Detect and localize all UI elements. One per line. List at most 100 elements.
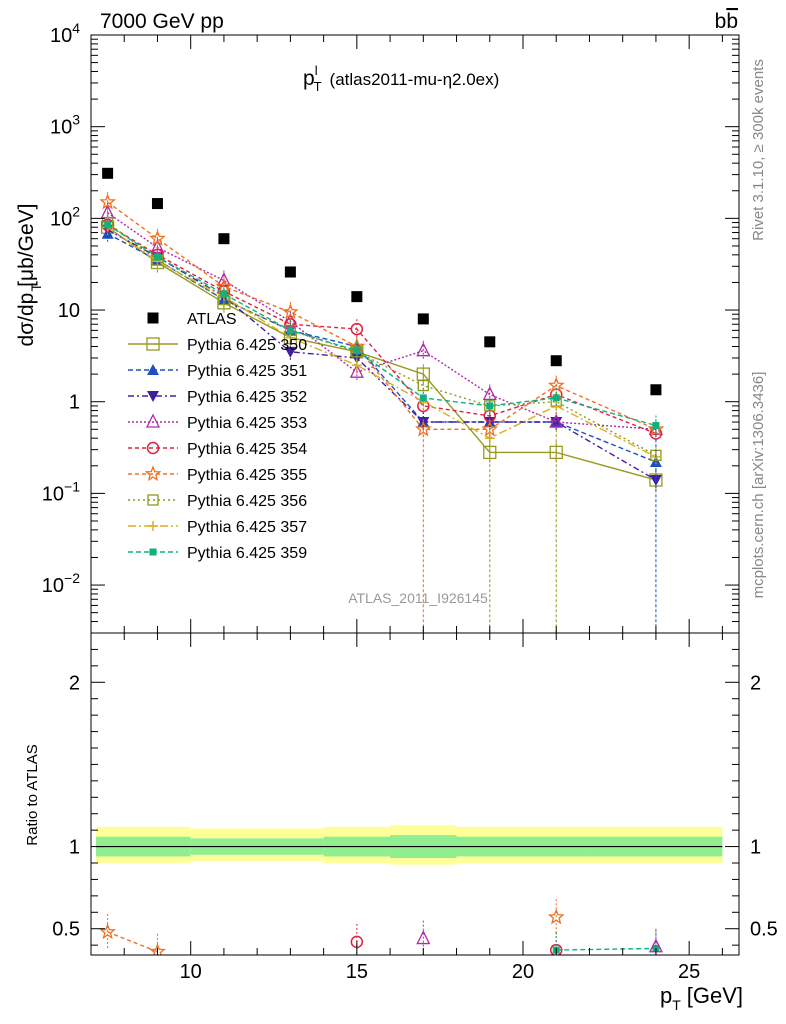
main-y-tick-label: 10−2 xyxy=(42,570,80,597)
legend-entry: ATLAS xyxy=(147,311,237,328)
series-5 xyxy=(101,214,663,444)
main-frame xyxy=(90,34,740,634)
main-y-tick-label: 102 xyxy=(50,203,80,230)
legend-entry: Pythia 6.425 352 xyxy=(128,389,307,406)
series-point xyxy=(350,322,364,336)
ratio-frame xyxy=(90,632,740,956)
data-point xyxy=(650,384,662,396)
series-line xyxy=(107,224,657,435)
legend-label: Pythia 6.425 359 xyxy=(187,545,307,562)
series-line xyxy=(107,226,657,458)
series-point xyxy=(220,290,228,298)
series-point xyxy=(153,253,161,261)
main-y-tick-label: 10−1 xyxy=(42,478,80,505)
series-point xyxy=(652,422,660,430)
legend-label: Pythia 6.425 354 xyxy=(187,441,307,458)
main-y-tick-label: 1 xyxy=(69,392,80,414)
series-point xyxy=(282,303,299,320)
x-tick-label: 25 xyxy=(678,961,700,983)
main-y-tick-label: 103 xyxy=(50,112,80,139)
data-point xyxy=(550,355,562,367)
x-tick-label: 10 xyxy=(180,961,202,983)
data-series xyxy=(102,167,662,396)
ratio-line xyxy=(107,931,158,953)
legend-label: Pythia 6.425 353 xyxy=(187,415,307,432)
series-point xyxy=(549,413,564,428)
ratio-y-tick-label-right: 0.5 xyxy=(750,919,778,941)
ratio-y-tick-label-right: 1 xyxy=(750,837,761,859)
ratio-series xyxy=(547,899,565,936)
legend-marker xyxy=(146,337,160,351)
ratio-series-group xyxy=(95,825,723,955)
legend-entry: Pythia 6.425 356 xyxy=(128,493,307,510)
data-point xyxy=(218,233,230,245)
series-9 xyxy=(104,214,660,436)
ratio-axes: 10 15 20 25 0.5 0.5 1 1 2 2 xyxy=(52,633,778,983)
series-point xyxy=(417,379,429,392)
ratio-point xyxy=(99,923,117,940)
series-point xyxy=(419,394,427,402)
series-point xyxy=(416,342,431,357)
series-point xyxy=(482,385,497,401)
ratio-y-tick-label: 2 xyxy=(69,672,80,694)
main-title-sub: T xyxy=(314,79,322,94)
main-series-group xyxy=(99,167,665,633)
legend-marker xyxy=(147,312,159,324)
data-point xyxy=(417,313,429,325)
main-y-axis-label: dσ/dp [μb/GeV]T xyxy=(15,204,44,347)
series-point xyxy=(552,394,560,402)
legend-label: Pythia 6.425 352 xyxy=(187,389,307,406)
ratio-series xyxy=(648,928,663,955)
legend-label: ATLAS xyxy=(187,311,237,328)
series-point xyxy=(486,402,494,410)
data-point xyxy=(151,198,163,210)
series-point xyxy=(284,346,297,358)
main-title: pl T (atlas2011-mu-η2.0ex) xyxy=(303,63,499,94)
ratio-y-tick-label-right: 2 xyxy=(750,672,761,694)
legend-entry: Pythia 6.425 351 xyxy=(128,363,307,380)
legend-entry: Pythia 6.425 354 xyxy=(128,441,307,458)
x-axis-label-unit: [GeV] xyxy=(687,983,743,1008)
series-point xyxy=(353,347,361,355)
legend-label: Pythia 6.425 351 xyxy=(187,363,307,380)
series-point xyxy=(349,363,364,378)
data-point xyxy=(102,167,114,179)
legend-label: Pythia 6.425 357 xyxy=(187,519,307,536)
rivet-label: Rivet 3.1.10, ≥ 300k events xyxy=(750,59,767,241)
series-3 xyxy=(101,219,662,490)
data-point xyxy=(284,266,296,278)
x-axis-label-sub: T xyxy=(672,997,681,1013)
legend-label: Pythia 6.425 355 xyxy=(187,467,307,484)
series-4 xyxy=(100,202,663,440)
legend-marker xyxy=(145,413,161,428)
series-point xyxy=(149,229,166,246)
mcplots-label: mcplots.cern.ch [arXiv:1306.3436] xyxy=(750,372,767,599)
process-bar-label: b xyxy=(726,10,738,33)
main-y-tick-label: 104 xyxy=(50,20,80,47)
legend-marker xyxy=(147,494,159,506)
x-axis-label: pT [GeV] xyxy=(660,983,743,1013)
series-point xyxy=(351,360,362,371)
ratio-line xyxy=(556,947,656,951)
process-label: bb xyxy=(715,10,738,33)
series-point xyxy=(286,326,294,334)
ratio-plot-area xyxy=(95,825,723,955)
main-plot-area xyxy=(99,167,665,633)
x-tick-label: 15 xyxy=(346,961,368,983)
legend-entry: Pythia 6.425 353 xyxy=(128,413,307,432)
ratio-y-axis-label: Ratio to ATLAS xyxy=(24,744,41,845)
main-title-sup: l xyxy=(315,63,318,78)
ratio-y-tick-label: 0.5 xyxy=(52,919,80,941)
ratio-panel: 10 15 20 250.5 0.51 12 2 Ratio to ATLAS pT [GeV… xyxy=(24,632,778,1013)
series-line xyxy=(107,221,657,456)
series-6 xyxy=(99,192,665,440)
watermark: ATLAS_2011_I926145 xyxy=(348,590,488,606)
legend-entry: Pythia 6.425 357 xyxy=(128,519,307,536)
header: 7000 GeV pp bb xyxy=(100,10,738,33)
legend-label: Pythia 6.425 350 xyxy=(187,337,307,354)
legend-entry: Pythia 6.425 355 xyxy=(128,465,307,484)
main-y-tick-label: 10 xyxy=(58,300,80,322)
ratio-y-tick-label: 1 xyxy=(69,837,80,859)
